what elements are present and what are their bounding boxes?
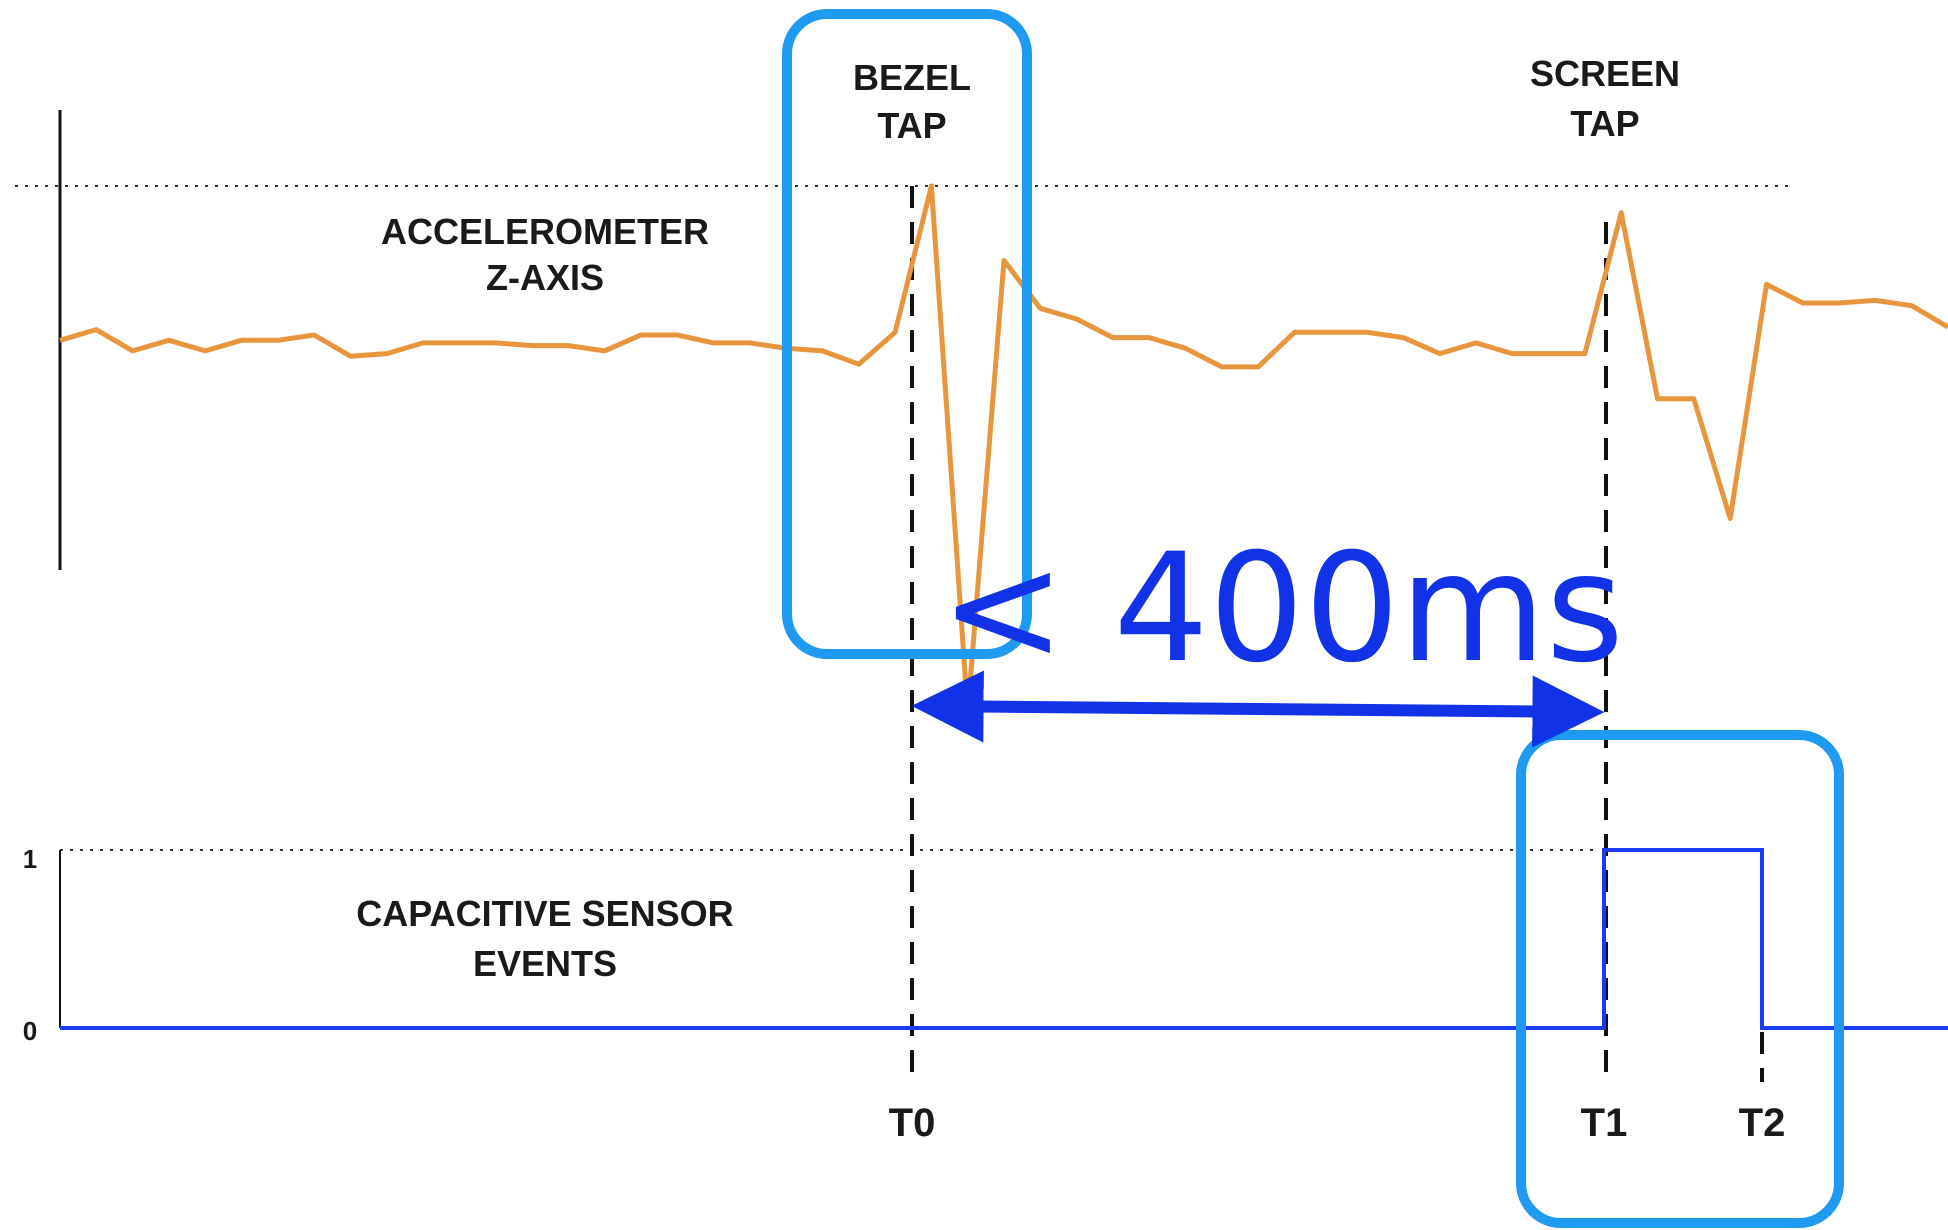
screen-tap-label-line2: TAP: [1570, 103, 1639, 144]
bezel-tap-highlight-box: [782, 9, 1032, 659]
cap-series-line: [60, 848, 1948, 1030]
accel-series-line: [59, 183, 1948, 716]
interval-label: < 400ms: [940, 522, 1624, 696]
time-marker-t0: T0: [889, 1101, 936, 1145]
screen-tap-label-line1: SCREEN: [1530, 53, 1680, 94]
cap-label-line2: EVENTS: [473, 943, 617, 984]
accel-label-line1: ACCELEROMETER: [381, 211, 709, 252]
time-marker-t1: T1: [1581, 1101, 1628, 1145]
ytick-0: 0: [23, 1016, 37, 1046]
screen-tap-highlight-box: [1516, 730, 1844, 1228]
interval-arrow: [911, 670, 1605, 748]
time-marker-t2: T2: [1739, 1101, 1786, 1145]
accel-label-line2: Z-AXIS: [486, 257, 604, 298]
ytick-1: 1: [23, 844, 37, 874]
bezel-tap-label-line1: BEZEL: [853, 57, 971, 98]
bezel-tap-label-line2: TAP: [877, 105, 946, 146]
cap-label-line1: CAPACITIVE SENSOR: [356, 893, 733, 934]
